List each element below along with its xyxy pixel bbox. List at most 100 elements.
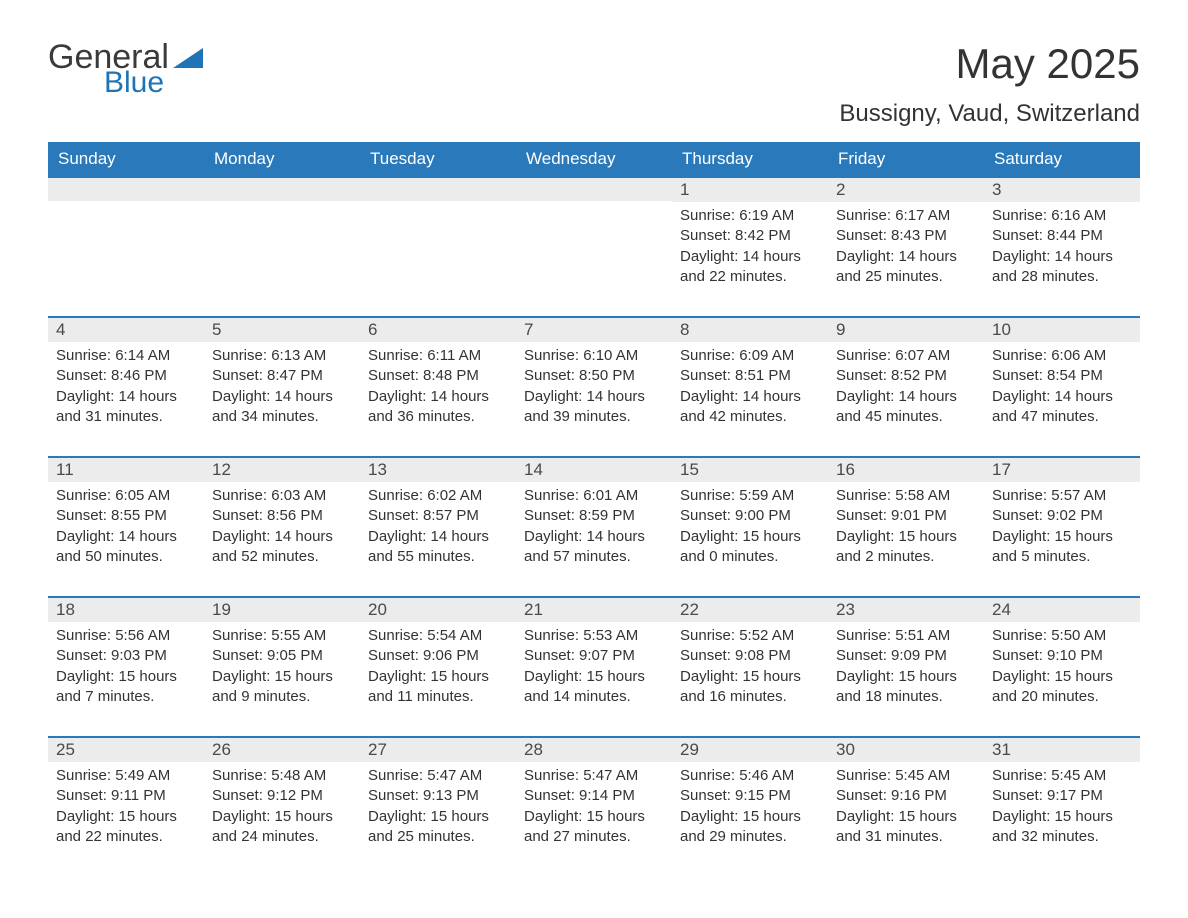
daylight-line: Daylight: 15 hours and 2 minutes.	[836, 527, 976, 568]
calendar-day: 14Sunrise: 6:01 AMSunset: 8:59 PMDayligh…	[516, 458, 672, 582]
sunrise-line-value: 5:47 AM	[427, 767, 482, 784]
daylight-line-label: Daylight:	[524, 668, 587, 685]
calendar-week: 18Sunrise: 5:56 AMSunset: 9:03 PMDayligh…	[48, 596, 1140, 722]
sunset-line-value: 9:10 PM	[1047, 647, 1103, 664]
sunrise-line: Sunrise: 5:54 AM	[368, 626, 508, 646]
daylight-line-label: Daylight:	[212, 808, 275, 825]
day-body: Sunrise: 5:58 AMSunset: 9:01 PMDaylight:…	[828, 482, 984, 582]
daylight-line: Daylight: 15 hours and 14 minutes.	[524, 667, 664, 708]
sunset-line-value: 9:01 PM	[891, 507, 947, 524]
daylight-line-label: Daylight:	[212, 668, 275, 685]
sunrise-line-label: Sunrise:	[368, 627, 427, 644]
sunrise-line: Sunrise: 5:51 AM	[836, 626, 976, 646]
sunset-line-label: Sunset:	[992, 227, 1047, 244]
sunrise-line-label: Sunrise:	[836, 347, 895, 364]
day-body: Sunrise: 6:03 AMSunset: 8:56 PMDaylight:…	[204, 482, 360, 582]
day-number: 29	[672, 738, 828, 762]
day-number: 6	[360, 318, 516, 342]
sunset-line-value: 9:03 PM	[111, 647, 167, 664]
day-body: Sunrise: 5:52 AMSunset: 9:08 PMDaylight:…	[672, 622, 828, 722]
daylight-line-label: Daylight:	[992, 248, 1055, 265]
sunset-line-label: Sunset:	[368, 367, 423, 384]
sunset-line: Sunset: 9:12 PM	[212, 786, 352, 806]
sunset-line: Sunset: 8:59 PM	[524, 506, 664, 526]
sunset-line-label: Sunset:	[836, 507, 891, 524]
calendar-day: 9Sunrise: 6:07 AMSunset: 8:52 PMDaylight…	[828, 318, 984, 442]
sunrise-line-value: 6:16 AM	[1051, 207, 1106, 224]
sunset-line: Sunset: 8:47 PM	[212, 366, 352, 386]
daylight-line-label: Daylight:	[836, 528, 899, 545]
day-body: Sunrise: 6:13 AMSunset: 8:47 PMDaylight:…	[204, 342, 360, 442]
sunrise-line-value: 5:54 AM	[427, 627, 482, 644]
sunrise-line-label: Sunrise:	[56, 347, 115, 364]
day-body	[360, 201, 516, 301]
daylight-line: Daylight: 14 hours and 42 minutes.	[680, 387, 820, 428]
sunset-line: Sunset: 8:51 PM	[680, 366, 820, 386]
day-number	[360, 178, 516, 201]
daylight-line-label: Daylight:	[524, 808, 587, 825]
sunset-line-label: Sunset:	[56, 507, 111, 524]
day-body: Sunrise: 5:55 AMSunset: 9:05 PMDaylight:…	[204, 622, 360, 722]
calendar-day: 3Sunrise: 6:16 AMSunset: 8:44 PMDaylight…	[984, 178, 1140, 302]
weekday-header: Wednesday	[516, 142, 672, 176]
calendar-day: 8Sunrise: 6:09 AMSunset: 8:51 PMDaylight…	[672, 318, 828, 442]
title-block: May 2025 Bussigny, Vaud, Switzerland	[839, 40, 1140, 128]
sunrise-line-value: 5:53 AM	[583, 627, 638, 644]
sunset-line: Sunset: 8:55 PM	[56, 506, 196, 526]
daylight-line: Daylight: 14 hours and 36 minutes.	[368, 387, 508, 428]
weekday-header: Friday	[828, 142, 984, 176]
sunrise-line: Sunrise: 6:16 AM	[992, 206, 1132, 226]
sunrise-line-label: Sunrise:	[212, 347, 271, 364]
sunset-line-label: Sunset:	[992, 787, 1047, 804]
daylight-line-label: Daylight:	[524, 388, 587, 405]
sunset-line: Sunset: 9:16 PM	[836, 786, 976, 806]
day-body: Sunrise: 5:57 AMSunset: 9:02 PMDaylight:…	[984, 482, 1140, 582]
sunset-line-label: Sunset:	[680, 367, 735, 384]
daylight-line: Daylight: 15 hours and 0 minutes.	[680, 527, 820, 568]
calendar: SundayMondayTuesdayWednesdayThursdayFrid…	[48, 142, 1140, 862]
daylight-line-label: Daylight:	[56, 808, 119, 825]
calendar-day-empty	[360, 178, 516, 302]
day-body: Sunrise: 6:17 AMSunset: 8:43 PMDaylight:…	[828, 202, 984, 302]
day-number: 15	[672, 458, 828, 482]
day-number: 28	[516, 738, 672, 762]
daylight-line: Daylight: 14 hours and 50 minutes.	[56, 527, 196, 568]
sunset-line-value: 8:42 PM	[735, 227, 791, 244]
sunset-line-value: 9:11 PM	[111, 787, 166, 804]
day-number: 14	[516, 458, 672, 482]
calendar-day: 23Sunrise: 5:51 AMSunset: 9:09 PMDayligh…	[828, 598, 984, 722]
daylight-line: Daylight: 15 hours and 31 minutes.	[836, 807, 976, 848]
daylight-line-label: Daylight:	[212, 528, 275, 545]
daylight-line-label: Daylight:	[368, 528, 431, 545]
sunset-line-value: 8:48 PM	[423, 367, 479, 384]
daylight-line: Daylight: 14 hours and 34 minutes.	[212, 387, 352, 428]
sunset-line-value: 9:16 PM	[891, 787, 947, 804]
daylight-line: Daylight: 15 hours and 11 minutes.	[368, 667, 508, 708]
daylight-line-label: Daylight:	[836, 668, 899, 685]
sunset-line: Sunset: 9:05 PM	[212, 646, 352, 666]
sunrise-line: Sunrise: 6:10 AM	[524, 346, 664, 366]
sunrise-line: Sunrise: 5:56 AM	[56, 626, 196, 646]
daylight-line-label: Daylight:	[992, 668, 1055, 685]
sunset-line: Sunset: 8:54 PM	[992, 366, 1132, 386]
day-body: Sunrise: 5:53 AMSunset: 9:07 PMDaylight:…	[516, 622, 672, 722]
sunrise-line-value: 5:45 AM	[895, 767, 950, 784]
calendar-day: 2Sunrise: 6:17 AMSunset: 8:43 PMDaylight…	[828, 178, 984, 302]
sunset-line-value: 8:54 PM	[1047, 367, 1103, 384]
day-number: 13	[360, 458, 516, 482]
daylight-line: Daylight: 14 hours and 52 minutes.	[212, 527, 352, 568]
sunset-line-label: Sunset:	[992, 367, 1047, 384]
day-body: Sunrise: 6:02 AMSunset: 8:57 PMDaylight:…	[360, 482, 516, 582]
sunset-line-label: Sunset:	[368, 647, 423, 664]
daylight-line-label: Daylight:	[680, 528, 743, 545]
daylight-line: Daylight: 15 hours and 29 minutes.	[680, 807, 820, 848]
sunset-line-label: Sunset:	[524, 647, 579, 664]
daylight-line: Daylight: 15 hours and 25 minutes.	[368, 807, 508, 848]
sunrise-line-label: Sunrise:	[56, 487, 115, 504]
daylight-line: Daylight: 15 hours and 7 minutes.	[56, 667, 196, 708]
calendar-day: 24Sunrise: 5:50 AMSunset: 9:10 PMDayligh…	[984, 598, 1140, 722]
sunrise-line: Sunrise: 5:49 AM	[56, 766, 196, 786]
sunrise-line-value: 5:48 AM	[271, 767, 326, 784]
day-number: 27	[360, 738, 516, 762]
daylight-line-label: Daylight:	[56, 668, 119, 685]
